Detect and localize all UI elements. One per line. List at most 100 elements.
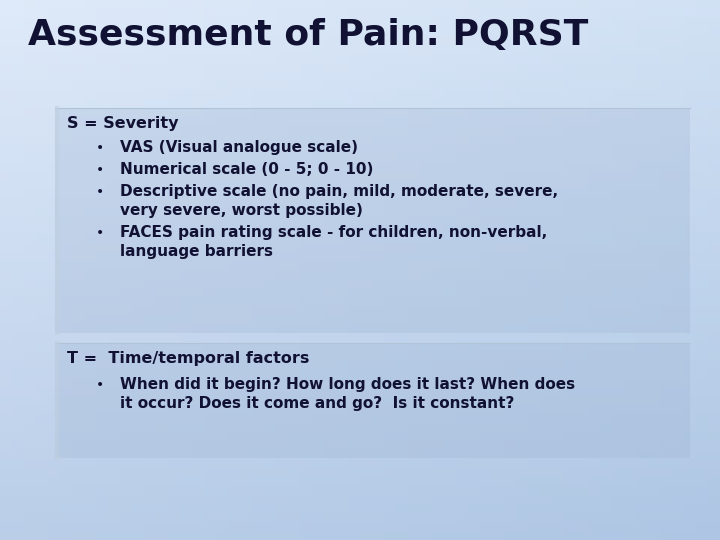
Bar <box>0 108 720 117</box>
Bar <box>0 531 720 540</box>
Bar <box>408 0 420 540</box>
Bar <box>0 36 720 45</box>
Bar <box>0 126 720 135</box>
Bar <box>96 0 108 540</box>
Bar <box>384 0 396 540</box>
Bar <box>0 423 720 432</box>
Bar <box>0 324 720 333</box>
Bar <box>0 468 720 477</box>
Bar <box>204 0 216 540</box>
Bar <box>360 0 372 540</box>
Text: •: • <box>96 185 104 199</box>
Bar <box>0 405 720 414</box>
Bar <box>0 117 720 126</box>
Bar <box>0 243 720 252</box>
Bar <box>288 0 300 540</box>
Bar <box>0 495 720 504</box>
Bar <box>444 0 456 540</box>
Bar <box>0 486 720 495</box>
Bar <box>36 0 48 540</box>
Bar <box>660 0 672 540</box>
Bar <box>0 72 720 81</box>
Bar <box>636 0 648 540</box>
Bar <box>0 378 720 387</box>
Bar <box>312 0 324 540</box>
Bar <box>0 441 720 450</box>
Bar <box>0 135 720 144</box>
Text: it occur? Does it come and go?  Is it constant?: it occur? Does it come and go? Is it con… <box>120 396 514 411</box>
Bar <box>120 0 132 540</box>
Text: S = Severity: S = Severity <box>67 116 179 131</box>
Bar <box>696 0 708 540</box>
Bar <box>396 0 408 540</box>
Bar <box>480 0 492 540</box>
Bar <box>0 180 720 189</box>
Bar <box>684 0 696 540</box>
Bar <box>0 342 720 351</box>
Text: Numerical scale (0 - 5; 0 - 10): Numerical scale (0 - 5; 0 - 10) <box>120 162 374 177</box>
Bar <box>324 0 336 540</box>
Bar <box>0 270 720 279</box>
Bar <box>228 0 240 540</box>
Bar <box>0 306 720 315</box>
Text: FACES pain rating scale - for children, non-verbal,: FACES pain rating scale - for children, … <box>120 225 547 240</box>
Bar <box>432 0 444 540</box>
Bar <box>648 0 660 540</box>
Bar <box>612 0 624 540</box>
Bar <box>24 0 36 540</box>
Bar <box>0 450 720 459</box>
Bar <box>0 171 720 180</box>
Bar <box>0 459 720 468</box>
Bar <box>0 369 720 378</box>
Bar <box>0 0 720 9</box>
Bar <box>600 0 612 540</box>
Text: Descriptive scale (no pain, mild, moderate, severe,: Descriptive scale (no pain, mild, modera… <box>120 184 558 199</box>
FancyBboxPatch shape <box>55 108 690 333</box>
Bar <box>0 432 720 441</box>
Bar <box>0 63 720 72</box>
Bar <box>0 99 720 108</box>
Bar <box>0 162 720 171</box>
Bar <box>84 0 96 540</box>
Bar <box>0 81 720 90</box>
Text: VAS (Visual analogue scale): VAS (Visual analogue scale) <box>120 140 358 155</box>
Bar <box>0 477 720 486</box>
Bar <box>0 27 720 36</box>
FancyBboxPatch shape <box>55 343 690 458</box>
Bar <box>192 0 204 540</box>
Text: When did it begin? How long does it last? When does: When did it begin? How long does it last… <box>120 377 575 392</box>
Bar <box>552 0 564 540</box>
Bar <box>264 0 276 540</box>
Bar <box>156 0 168 540</box>
Bar <box>0 513 720 522</box>
Bar <box>0 279 720 288</box>
Bar <box>528 0 540 540</box>
Bar <box>144 0 156 540</box>
Bar <box>0 0 12 540</box>
Bar <box>168 0 180 540</box>
Bar <box>540 0 552 540</box>
Text: Assessment of Pain: PQRST: Assessment of Pain: PQRST <box>28 18 588 52</box>
Bar <box>0 261 720 270</box>
Bar <box>132 0 144 540</box>
Bar <box>0 297 720 306</box>
Bar <box>180 0 192 540</box>
Bar <box>0 216 720 225</box>
Bar <box>252 0 264 540</box>
Bar <box>0 54 720 63</box>
Bar <box>672 0 684 540</box>
Text: •: • <box>96 226 104 240</box>
Text: very severe, worst possible): very severe, worst possible) <box>120 203 363 218</box>
Bar <box>0 45 720 54</box>
Bar <box>0 360 720 369</box>
Bar <box>60 0 72 540</box>
Bar <box>72 0 84 540</box>
Bar <box>492 0 504 540</box>
Bar <box>372 0 384 540</box>
Bar <box>456 0 468 540</box>
Bar <box>336 0 348 540</box>
Bar <box>576 0 588 540</box>
Bar <box>588 0 600 540</box>
Text: •: • <box>96 141 104 155</box>
Bar <box>564 0 576 540</box>
